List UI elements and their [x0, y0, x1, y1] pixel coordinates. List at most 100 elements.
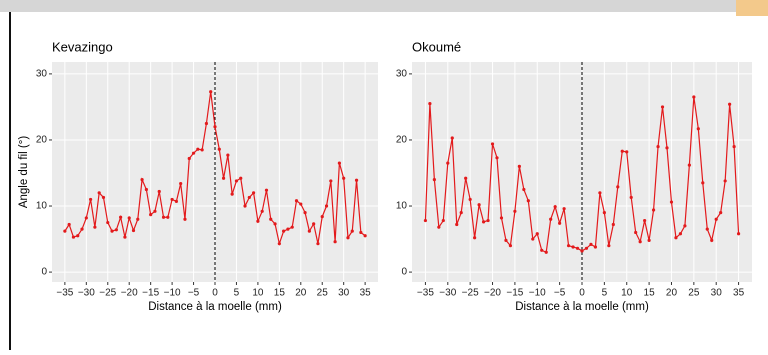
x-tick-label: −5 [188, 288, 200, 299]
data-point [106, 220, 110, 225]
data-point [282, 229, 286, 233]
data-point [692, 95, 696, 99]
data-point [629, 195, 633, 200]
chart-title: Kevazingo [52, 39, 113, 54]
data-point [732, 144, 736, 149]
data-point [468, 197, 472, 202]
data-point [423, 218, 428, 223]
data-point [450, 136, 454, 140]
data-point [183, 217, 187, 221]
data-point [221, 176, 226, 180]
data-point [127, 216, 131, 220]
data-point [290, 225, 294, 229]
data-point [174, 199, 178, 203]
x-tick-label: −20 [121, 288, 138, 299]
data-point [89, 197, 93, 202]
data-point [131, 228, 136, 233]
data-point [513, 209, 517, 213]
x-tick-label: 20 [295, 288, 307, 299]
data-point [80, 227, 84, 231]
y-tick-label: 10 [396, 201, 408, 212]
y-axis-title: Angle du fil (°) [18, 136, 30, 209]
data-point [157, 189, 161, 194]
data-point [136, 217, 140, 221]
data-point [584, 246, 589, 250]
data-point [696, 127, 700, 131]
data-point [179, 181, 183, 186]
data-point [441, 218, 445, 223]
data-point [464, 176, 468, 180]
data-point [428, 102, 432, 106]
data-point [269, 217, 273, 221]
data-point [432, 177, 436, 182]
y-tick-label: 30 [396, 69, 408, 80]
data-point [437, 225, 441, 229]
data-point [342, 176, 346, 180]
x-tick-label: −35 [417, 288, 434, 299]
data-point [651, 208, 656, 212]
data-point [149, 213, 153, 217]
data-point [191, 151, 196, 155]
data-point [200, 148, 204, 152]
x-tick-label: −15 [506, 288, 523, 299]
data-point [101, 195, 106, 200]
x-tick-label: −35 [56, 288, 73, 299]
data-point [575, 246, 580, 250]
window-bar [0, 0, 768, 12]
data-point [566, 244, 571, 248]
data-point [598, 191, 602, 195]
data-point [294, 199, 299, 203]
data-point [660, 105, 665, 109]
data-point [477, 203, 481, 207]
data-point [140, 177, 144, 182]
data-point [67, 222, 71, 227]
data-point [239, 176, 243, 180]
data-point [312, 222, 316, 226]
data-point [602, 211, 606, 215]
data-point [264, 188, 269, 192]
x-tick-label: 0 [212, 288, 218, 299]
data-point [674, 236, 678, 240]
data-point [616, 185, 620, 189]
data-point [459, 211, 463, 215]
data-point [678, 232, 683, 236]
data-point [333, 240, 337, 244]
data-point [504, 238, 508, 242]
y-tick-label: 20 [36, 135, 48, 146]
data-point [230, 192, 234, 196]
data-point [719, 211, 723, 215]
x-tick-label: −25 [99, 288, 116, 299]
y-tick-label: 30 [36, 69, 48, 80]
y-tick-label: 20 [396, 135, 408, 146]
corner-tab [736, 0, 768, 16]
data-point [446, 161, 450, 165]
data-point [558, 221, 562, 225]
data-point [226, 153, 230, 157]
data-point [286, 227, 290, 231]
x-axis-title: Distance à la moelle (mm) [148, 301, 282, 313]
data-point [714, 217, 718, 221]
data-point [71, 235, 76, 239]
data-point [170, 197, 174, 202]
data-point [683, 224, 687, 228]
y-tick-label: 0 [401, 267, 407, 278]
x-tick-label: −30 [78, 288, 95, 299]
data-point [204, 121, 209, 126]
x-tick-label: −25 [462, 288, 479, 299]
y-tick-label: 0 [41, 267, 47, 278]
data-point [625, 150, 629, 154]
data-point [303, 211, 307, 215]
data-point [495, 156, 499, 160]
data-point [665, 146, 669, 150]
data-point [97, 191, 101, 195]
data-point [540, 248, 544, 252]
data-point [213, 125, 217, 129]
data-point [535, 232, 539, 236]
x-tick-label: 30 [711, 288, 723, 299]
data-point [486, 218, 490, 223]
data-point [166, 215, 170, 219]
data-point [517, 164, 521, 168]
data-point [84, 216, 88, 220]
data-point [114, 228, 118, 232]
x-tick-label: 15 [644, 288, 656, 299]
